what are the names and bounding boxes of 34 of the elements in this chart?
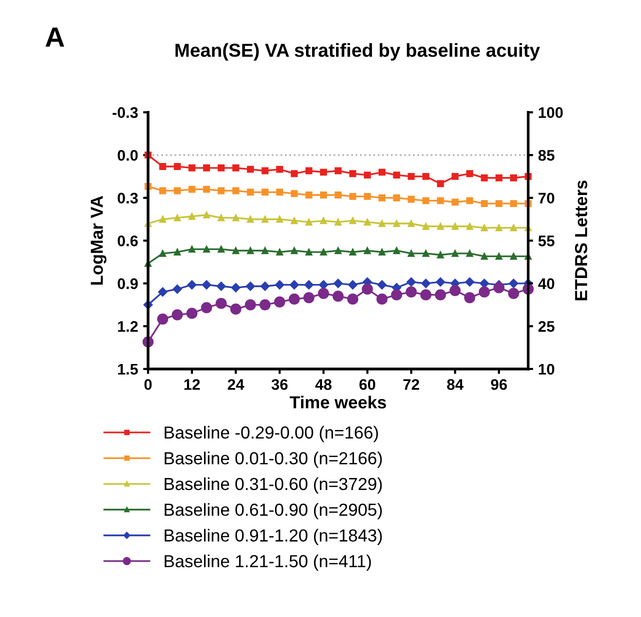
legend-label: Baseline 0.01-0.30 (n=2166) <box>164 452 382 468</box>
y2-tick-label: 70 <box>538 192 554 204</box>
y2-tick-label: 40 <box>538 278 554 290</box>
y2-axis-title: ETDRS Letters <box>574 180 588 300</box>
y2-tick-label: 25 <box>538 321 554 332</box>
legend-label: Baseline -0.29-0.00 (n=166) <box>164 426 378 442</box>
y-tick-label: 0.9 <box>118 278 138 290</box>
x-tick-label: 36 <box>272 379 288 390</box>
y-tick-label: 0.3 <box>118 192 138 204</box>
x-tick-label: 0 <box>144 379 152 390</box>
x-tick-label: 24 <box>228 379 244 390</box>
legend-label: Baseline 0.91-1.20 (n=1843) <box>164 528 382 546</box>
legend-label: Baseline 0.61-0.90 (n=2905) <box>164 503 382 520</box>
legend-label: Baseline 1.21-1.50 (n=411) <box>164 554 371 571</box>
text: A <box>46 28 64 47</box>
x-tick-label: 72 <box>403 379 420 390</box>
y-tick-label: 0.6 <box>118 236 138 246</box>
y2-tick-label: 55 <box>538 236 554 246</box>
y-tick-label: -0.3 <box>112 107 138 118</box>
legend-label: Baseline 0.31-0.60 (n=3729) <box>164 477 382 494</box>
x-tick-label: 84 <box>447 379 464 390</box>
x-axis-title: Time weeks <box>290 396 386 408</box>
y-tick-label: 1.2 <box>118 321 138 332</box>
x-tick-label: 96 <box>490 379 507 390</box>
x-tick-label: 48 <box>315 379 332 390</box>
y-axis-title: LogMar VA <box>90 196 106 285</box>
y2-tick-label: 85 <box>538 150 554 161</box>
y-tick-label: 0.0 <box>118 150 138 161</box>
x-tick-label: 12 <box>184 379 200 390</box>
y2-tick-label: 100 <box>538 107 563 118</box>
y-tick-label: 1.5 <box>118 364 138 375</box>
chart-title: Mean(SE) VA stratified by baseline acuity <box>176 43 540 61</box>
y2-tick-label: 10 <box>538 364 554 375</box>
x-tick-label: 60 <box>359 379 376 390</box>
